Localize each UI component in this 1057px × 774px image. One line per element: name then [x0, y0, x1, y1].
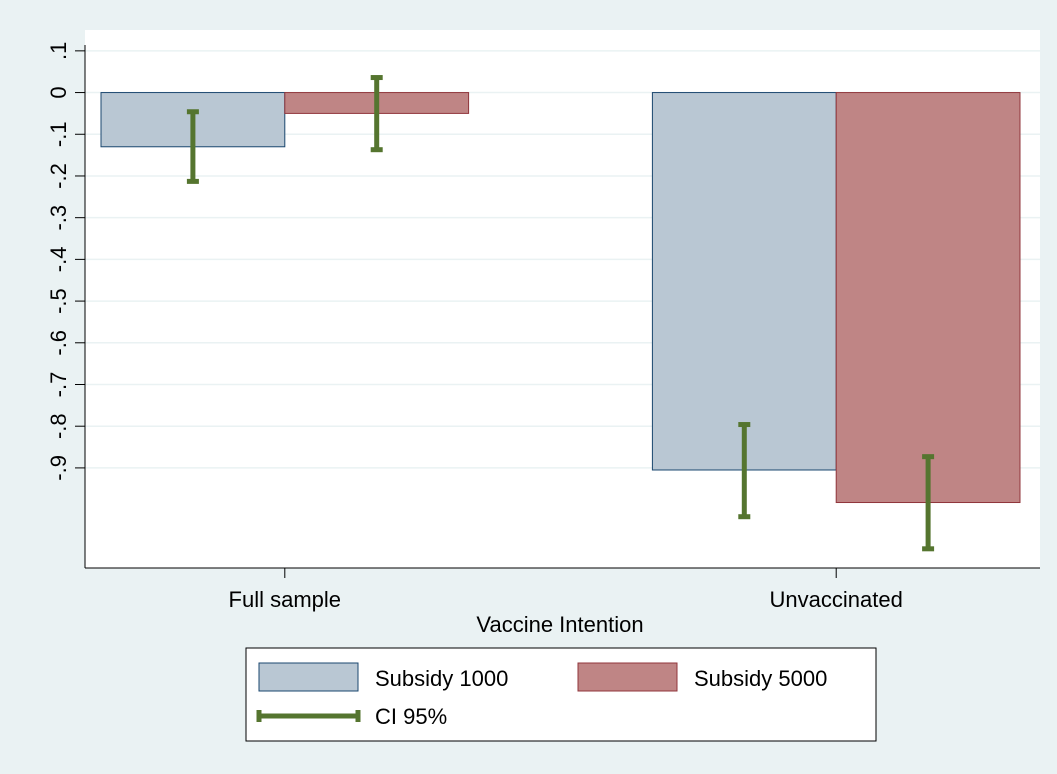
- bar: [835, 92, 1021, 504]
- y-tick-label: -.1: [46, 121, 71, 147]
- y-tick-label: -.7: [46, 372, 71, 398]
- x-axis-title: Vaccine Intention: [476, 612, 643, 637]
- legend-swatch: [577, 662, 678, 692]
- legend-swatch: [258, 662, 359, 692]
- y-tick-label: -.2: [46, 163, 71, 189]
- y-tick-label: -.8: [46, 413, 71, 439]
- y-tick-label: -.4: [46, 247, 71, 273]
- y-tick-label: -.6: [46, 330, 71, 356]
- y-tick-label: .1: [46, 42, 71, 60]
- x-tick-label: Unvaccinated: [770, 587, 903, 612]
- y-tick-label: -.3: [46, 205, 71, 231]
- bar: [651, 92, 837, 471]
- y-tick-label: -.5: [46, 288, 71, 314]
- legend: [245, 647, 877, 742]
- y-tick-label: -.9: [46, 455, 71, 481]
- legend-label: Subsidy 5000: [694, 666, 827, 691]
- y-tick-label: 0: [46, 86, 71, 98]
- legend-label: Subsidy 1000: [375, 666, 508, 691]
- x-tick-label: Full sample: [229, 587, 341, 612]
- legend-label: CI 95%: [375, 704, 447, 729]
